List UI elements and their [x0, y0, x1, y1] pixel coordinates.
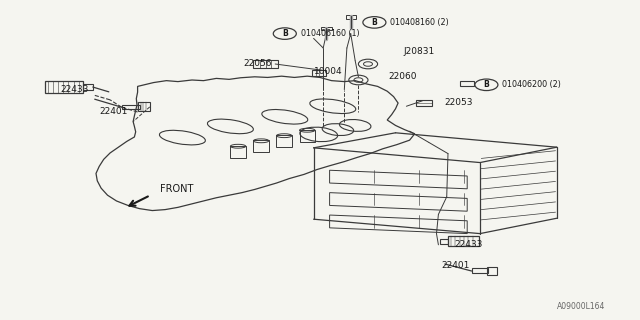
- Text: 22053: 22053: [445, 98, 474, 107]
- Text: 22056: 22056: [243, 60, 272, 68]
- Bar: [276, 135, 292, 147]
- Text: 10004: 10004: [314, 68, 342, 76]
- Bar: [346, 15, 356, 19]
- Bar: [416, 100, 432, 106]
- Text: B: B: [484, 80, 489, 89]
- Text: 22401: 22401: [99, 108, 127, 116]
- Bar: [253, 60, 278, 68]
- Bar: [138, 102, 150, 111]
- Bar: [472, 268, 488, 273]
- Bar: [448, 236, 479, 246]
- Text: 010406160 (1): 010406160 (1): [301, 29, 360, 38]
- Bar: [321, 27, 332, 30]
- Text: J20831: J20831: [403, 47, 435, 56]
- Bar: [45, 81, 83, 93]
- Text: B: B: [282, 29, 287, 38]
- Text: 22060: 22060: [388, 72, 417, 81]
- Bar: [253, 140, 269, 152]
- Bar: [312, 70, 326, 76]
- Text: 22433: 22433: [454, 240, 483, 249]
- Bar: [460, 81, 474, 86]
- Text: 22401: 22401: [442, 261, 470, 270]
- Text: 010408160 (2): 010408160 (2): [390, 18, 449, 27]
- Text: A09000L164: A09000L164: [557, 302, 605, 311]
- Bar: [230, 146, 246, 158]
- Text: 010406200 (2): 010406200 (2): [502, 80, 561, 89]
- Bar: [122, 105, 140, 109]
- Text: FRONT: FRONT: [160, 184, 193, 194]
- Bar: [440, 239, 448, 244]
- Text: 22433: 22433: [61, 85, 89, 94]
- Text: B: B: [372, 18, 377, 27]
- Bar: [487, 267, 497, 275]
- Bar: [83, 84, 93, 90]
- Bar: [300, 130, 315, 142]
